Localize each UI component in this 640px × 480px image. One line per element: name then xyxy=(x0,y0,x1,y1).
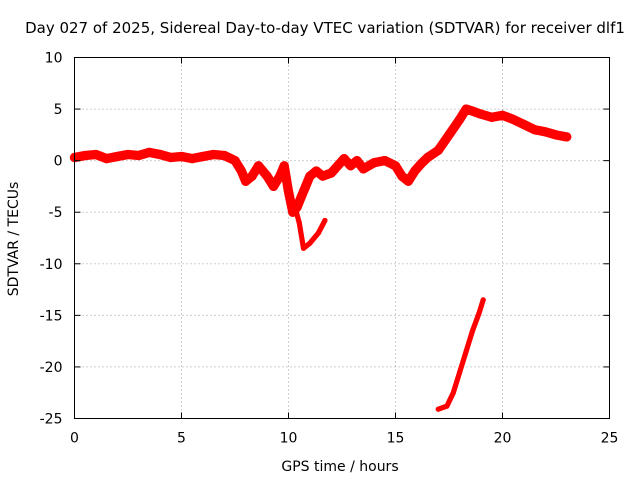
series-point xyxy=(467,106,478,116)
x-tick-label: 20 xyxy=(494,431,512,447)
y-axis-label: SDTVAR / TECUs xyxy=(6,182,22,297)
series-point xyxy=(476,109,486,119)
series-point xyxy=(435,406,441,412)
series-point xyxy=(410,166,420,176)
series-point xyxy=(311,166,321,176)
series-point xyxy=(176,151,187,162)
series-point xyxy=(80,150,90,161)
y-tick-label: -25 xyxy=(40,412,63,428)
series-point xyxy=(112,151,122,162)
series-point xyxy=(469,328,476,334)
series-point xyxy=(444,403,450,409)
y-tick-label: -15 xyxy=(40,308,63,324)
y-tick-labels: 10 5 0 -5 -10 -15 -20 -25 xyxy=(40,51,63,428)
series-point xyxy=(423,152,433,163)
y-tick-label: 5 xyxy=(54,102,63,118)
series-point xyxy=(144,147,154,157)
y-tick-label: -20 xyxy=(40,360,63,376)
series-point xyxy=(333,161,343,171)
series-point xyxy=(487,112,497,122)
series-point xyxy=(166,152,176,163)
series-point xyxy=(236,166,246,176)
x-tick-label: 15 xyxy=(387,431,405,447)
series-point xyxy=(326,168,336,178)
series-point xyxy=(318,171,328,181)
chart-title: Day 027 of 2025, Sidereal Day-to-day VTE… xyxy=(25,19,625,37)
series-point xyxy=(397,171,407,181)
x-tick-label: 0 xyxy=(70,431,79,447)
series-point xyxy=(540,127,550,137)
series-point xyxy=(275,171,285,181)
x-tick-label: 5 xyxy=(177,431,186,447)
series-point xyxy=(433,145,443,155)
plot-frame xyxy=(74,57,610,419)
y-tick-label: -10 xyxy=(40,257,63,273)
series-point xyxy=(292,204,298,210)
series-point xyxy=(134,150,144,161)
series-point xyxy=(369,158,379,168)
series-point xyxy=(450,390,456,396)
series-point xyxy=(91,149,101,160)
series-point xyxy=(315,230,322,236)
series-point xyxy=(301,181,311,191)
x-axis-label: GPS time / hours xyxy=(281,459,398,475)
series-point xyxy=(219,150,229,161)
series-point xyxy=(253,161,264,171)
series-layer xyxy=(69,104,572,412)
tick-marks xyxy=(74,57,610,419)
series-point xyxy=(530,125,540,135)
series-point xyxy=(102,154,112,164)
series-point xyxy=(268,181,279,191)
series-point xyxy=(455,114,465,124)
series-point xyxy=(380,156,390,166)
series-point xyxy=(307,240,313,246)
series-point xyxy=(155,149,165,160)
series-point xyxy=(352,156,362,166)
series-point xyxy=(444,130,454,140)
series-point xyxy=(305,171,315,181)
x-tick-label: 25 xyxy=(601,431,619,447)
series-point xyxy=(358,164,368,174)
series-point xyxy=(476,310,482,316)
series-point xyxy=(283,187,294,197)
series-point xyxy=(519,119,529,130)
series-point xyxy=(209,149,219,160)
series-point xyxy=(279,161,289,171)
series-point xyxy=(346,161,356,171)
grid-lines xyxy=(74,57,610,419)
series-point xyxy=(247,171,257,181)
series-point xyxy=(123,149,133,160)
series-point xyxy=(300,245,307,251)
series-point xyxy=(241,176,251,186)
series-point xyxy=(230,156,240,166)
series-point xyxy=(551,130,561,140)
y-tick-label: 10 xyxy=(45,51,63,67)
series-line-1 xyxy=(69,104,572,217)
series-point xyxy=(562,132,572,142)
series-point xyxy=(198,151,208,162)
series-point xyxy=(296,192,306,202)
y-tick-label: -5 xyxy=(49,205,63,221)
series-point xyxy=(463,348,469,355)
x-tick-labels: 0 5 10 15 20 25 xyxy=(70,431,618,447)
series-line-3 xyxy=(435,297,486,412)
series-point xyxy=(390,161,401,171)
series-point xyxy=(416,159,426,169)
series-point xyxy=(322,217,328,224)
series-point xyxy=(339,154,349,164)
series-point xyxy=(296,219,302,226)
series-point xyxy=(403,176,413,186)
x-tick-label: 10 xyxy=(280,431,298,447)
series-point xyxy=(508,114,518,124)
series-point xyxy=(262,171,272,181)
series-point xyxy=(187,154,197,164)
series-point xyxy=(497,110,508,120)
series-point xyxy=(457,369,463,375)
y-tick-label: 0 xyxy=(54,154,63,170)
series-point xyxy=(480,297,486,303)
